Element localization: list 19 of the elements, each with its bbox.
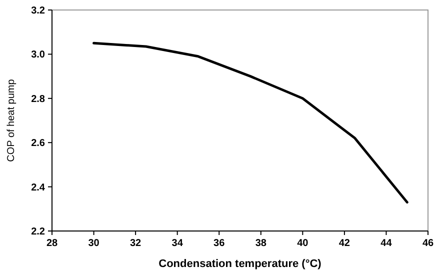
x-tick-label: 44	[380, 238, 392, 249]
x-tick-label: 42	[338, 238, 350, 249]
x-tick-label: 34	[172, 238, 184, 249]
y-tick-label: 3.2	[31, 6, 46, 16]
x-tick-label: 36	[214, 238, 226, 249]
x-tick-label: 40	[297, 238, 309, 249]
y-tick-label: 3.0	[31, 50, 46, 61]
y-tick-label: 2.4	[31, 182, 46, 194]
y-tick-label: 2.2	[31, 226, 46, 238]
x-axis-title: Condensation temperature (°C)	[158, 258, 322, 270]
y-tick-label: 2.6	[31, 138, 46, 150]
x-tick-label: 28	[46, 238, 58, 249]
x-tick-label: 38	[255, 238, 267, 249]
line-series	[92, 42, 408, 204]
y-tick-label: 2.8	[31, 94, 46, 105]
x-tick-label: 32	[130, 238, 142, 249]
y-axis-title: COP of heat pump	[6, 78, 17, 162]
x-tick-label: 30	[88, 238, 100, 249]
x-tick-label: 46	[422, 238, 434, 249]
